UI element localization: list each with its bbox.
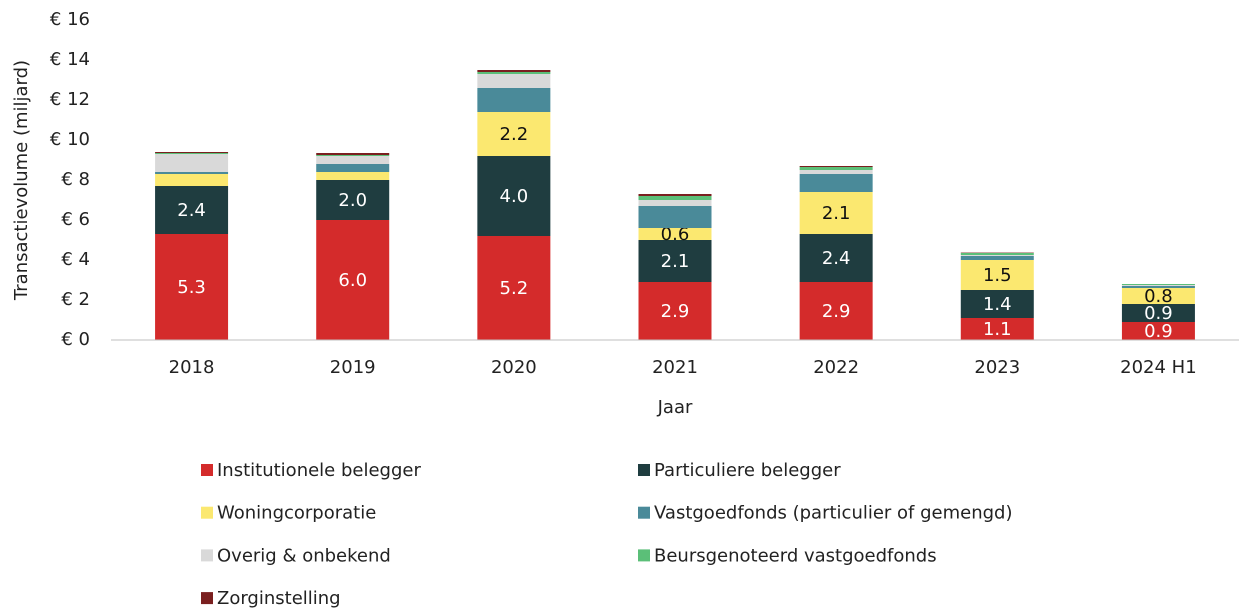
y-tick-label: € 8 bbox=[61, 169, 90, 190]
bar-segment bbox=[960, 260, 1034, 290]
bar-segment bbox=[1121, 288, 1195, 304]
y-axis-title: Transactievolume (miljard) bbox=[11, 60, 32, 301]
legend-swatch bbox=[201, 464, 213, 476]
bar-segment bbox=[799, 174, 873, 192]
x-tick-label: 2023 bbox=[974, 357, 1020, 378]
bar-segment bbox=[638, 282, 712, 340]
bar-segment bbox=[1121, 322, 1195, 340]
x-tick-label: 2020 bbox=[491, 357, 537, 378]
bar-segment bbox=[155, 152, 229, 153]
legend-swatch bbox=[638, 549, 650, 562]
bar-segment bbox=[477, 74, 551, 88]
bar-segment bbox=[155, 154, 229, 172]
legend-swatch bbox=[638, 506, 650, 519]
y-tick-label: € 6 bbox=[61, 209, 90, 230]
bar-segment bbox=[960, 253, 1034, 255]
legend-swatch bbox=[201, 549, 213, 562]
bar-segment bbox=[638, 194, 712, 196]
x-tick-label: 2018 bbox=[169, 357, 215, 378]
x-tick-label: 2024 H1 bbox=[1120, 357, 1197, 378]
bar-segment bbox=[155, 186, 229, 234]
y-tick-label: € 4 bbox=[61, 249, 90, 270]
data-label: 2.4 bbox=[177, 200, 206, 221]
y-tick-label: € 10 bbox=[50, 129, 90, 150]
bar-segment bbox=[799, 282, 873, 340]
data-label: 1.1 bbox=[983, 319, 1012, 340]
data-label: 4.0 bbox=[500, 186, 529, 207]
data-label: 0.6 bbox=[661, 224, 690, 245]
data-label: 0.8 bbox=[1144, 286, 1173, 307]
bar-segment bbox=[799, 167, 873, 170]
legend-label: Zorginstelling bbox=[217, 588, 341, 609]
legend-swatch bbox=[201, 592, 213, 605]
bar-segment bbox=[960, 290, 1034, 318]
bar-segment bbox=[477, 88, 551, 112]
bar-segment bbox=[477, 72, 551, 74]
bar-segment bbox=[316, 180, 390, 220]
legend-swatch bbox=[201, 506, 213, 519]
y-tick-label: € 2 bbox=[61, 289, 90, 310]
bar-segment bbox=[1121, 284, 1195, 285]
bar-segment bbox=[638, 196, 712, 200]
bar-segment bbox=[638, 206, 712, 228]
x-tick-label: 2021 bbox=[652, 357, 698, 378]
bar-segment bbox=[155, 234, 229, 340]
bar-segment bbox=[316, 172, 390, 180]
y-tick-label: € 0 bbox=[61, 329, 90, 350]
legend-swatch bbox=[638, 464, 650, 476]
bar-segment bbox=[1121, 285, 1195, 286]
x-axis-title: Jaar bbox=[657, 397, 693, 418]
x-tick-label: 2019 bbox=[330, 357, 376, 378]
legend-label: Beursgenoteerd vastgoedfonds bbox=[654, 545, 937, 566]
bar-segment bbox=[477, 236, 551, 340]
bar-segment bbox=[638, 240, 712, 282]
legend-label: Overig & onbekend bbox=[217, 545, 391, 566]
data-label: 2.1 bbox=[822, 203, 851, 224]
bar-segment bbox=[316, 153, 390, 155]
legend-label: Woningcorporatie bbox=[217, 503, 376, 524]
data-label: 2.4 bbox=[822, 248, 851, 269]
bar-segment bbox=[316, 220, 390, 340]
x-tick-label: 2022 bbox=[813, 357, 859, 378]
bar-segment bbox=[638, 200, 712, 206]
bar-segment bbox=[960, 318, 1034, 340]
bar-segment bbox=[799, 170, 873, 174]
bar-segment bbox=[799, 192, 873, 234]
bar-segment bbox=[477, 112, 551, 156]
bar-segment bbox=[799, 234, 873, 282]
bar-segment bbox=[960, 255, 1034, 256]
legend-label: Institutionele belegger bbox=[217, 460, 421, 481]
bar-segment bbox=[316, 155, 390, 156]
legend-label: Particuliere belegger bbox=[654, 460, 841, 481]
y-tick-label: € 16 bbox=[50, 9, 90, 30]
bar-segment bbox=[477, 156, 551, 236]
data-label: 2.2 bbox=[500, 124, 529, 145]
bar-segment bbox=[477, 70, 551, 72]
bar-segment bbox=[316, 156, 390, 164]
data-label: 2.9 bbox=[661, 301, 690, 322]
bar-segment bbox=[155, 172, 229, 174]
data-label: 0.9 bbox=[1144, 303, 1173, 324]
legend-label: Vastgoedfonds (particulier of gemengd) bbox=[654, 503, 1013, 524]
data-label: 2.9 bbox=[822, 301, 851, 322]
data-label: 0.9 bbox=[1144, 321, 1173, 342]
bar-segment bbox=[155, 174, 229, 186]
data-label: 2.1 bbox=[661, 251, 690, 272]
data-label: 5.2 bbox=[500, 278, 529, 299]
data-label: 2.0 bbox=[338, 190, 367, 211]
y-tick-label: € 14 bbox=[50, 49, 90, 70]
y-tick-label: € 12 bbox=[50, 89, 90, 110]
data-label: 1.4 bbox=[983, 294, 1012, 315]
bar-segment bbox=[316, 164, 390, 172]
bar-segment bbox=[799, 166, 873, 167]
bar-segment bbox=[1121, 304, 1195, 322]
data-label: 6.0 bbox=[338, 270, 367, 291]
data-label: 5.3 bbox=[177, 277, 206, 298]
bar-segment bbox=[960, 256, 1034, 260]
bar-segment bbox=[155, 153, 229, 154]
bar-segment bbox=[638, 228, 712, 240]
bar-segment bbox=[1121, 286, 1195, 288]
data-label: 1.5 bbox=[983, 265, 1012, 286]
